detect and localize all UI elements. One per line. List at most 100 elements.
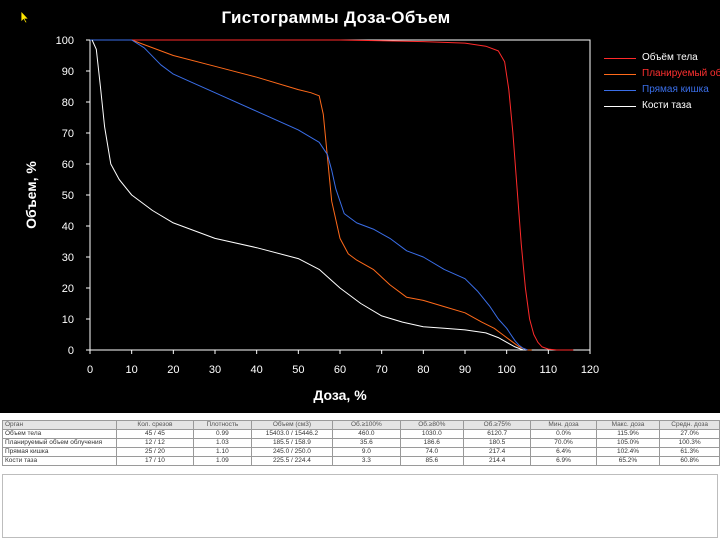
table-cell: 70.0% [530,438,597,448]
y-tick-label: 90 [62,66,74,78]
chart-legend: Объём тела Планируемый объем облучения П… [598,50,720,122]
y-tick-label: 30 [62,252,74,264]
table-row[interactable]: Планируемый объем облучения 12 / 12 1.03… [2,438,720,448]
x-tick-label: 120 [581,364,599,376]
table-cell: 65.2% [595,456,661,466]
series-line-rectum [90,39,528,351]
dvh-chart: 0 10 20 30 40 50 60 70 80 90 100 0 10 20 30 40 50 60 70 80… [23,35,599,403]
x-axis-label: Доза, % [313,387,367,403]
legend-label-body-volume: Объём тела [642,52,698,63]
table-cell: 35.6 [332,438,401,448]
series-layer [90,39,574,351]
table-cell: 12 / 12 [115,438,195,448]
plot-area [89,39,591,351]
x-tick-label: 90 [459,364,471,376]
table-cell: 6.4% [530,447,597,457]
x-tick-label: 0 [87,364,93,376]
table-cell: 115.9% [595,429,661,439]
table-row[interactable]: Прямая кишка 25 / 20 1.10 245.0 / 250.0 … [2,447,720,457]
table-cell: 214.4 [462,456,532,466]
table-cell: 0.0% [530,429,597,439]
table-cell: 186.6 [399,438,464,448]
table-cell: 0.99 [193,429,252,439]
arrow-cursor-icon [20,9,30,29]
table-cell: 15403.0 / 15446.2 [250,429,334,439]
y-tick-label: 60 [62,159,74,171]
y-tick-label: 100 [56,35,74,47]
table-cell: 217.4 [462,447,532,457]
table-cell: 61.3% [659,447,720,457]
table-cell: 185.5 / 158.9 [250,438,334,448]
table-row[interactable]: Кости таза 17 / 10 1.09 225.5 / 224.4 3.… [2,456,720,466]
table-cell: 180.5 [462,438,532,448]
page-title: Гистограммы Доза-Объем [221,8,451,27]
legend-item-pelvic-bones: Кости таза [598,98,720,114]
series-line-ptv [90,39,532,351]
table-cell: 102.4% [595,447,661,457]
column-header[interactable]: Об.≥75% [462,420,532,430]
x-tick-label: 70 [376,364,388,376]
table-row[interactable]: Объем тела 45 / 45 0.99 15403.0 / 15446.… [2,429,720,439]
column-header[interactable]: Об.≥80% [399,420,464,430]
table-cell: 74.0 [399,447,464,457]
column-header[interactable]: Об.≥100% [332,420,401,430]
x-tick-label: 50 [292,364,304,376]
column-header[interactable]: Мин. доза [530,420,597,430]
x-tick-label: 40 [251,364,263,376]
table-cell: 1.10 [193,447,252,457]
legend-item-body-volume: Объём тела [598,50,720,66]
x-tick-label: 60 [334,364,346,376]
table-cell: 9.0 [332,447,401,457]
legend-swatch-body-volume [604,57,636,59]
table-cell: Прямая кишка [2,447,117,457]
y-tick-label: 40 [62,221,74,233]
legend-item-ptv: Планируемый объем облучения [598,66,720,82]
table-cell: 1030.0 [399,429,464,439]
column-header[interactable]: Кол. срезов [115,420,195,430]
legend-label-pelvic-bones: Кости таза [642,100,692,111]
legend-label-ptv: Планируемый объем облучения [642,68,720,79]
table-cell: 6120.7 [462,429,532,439]
table-header-row: Орган Кол. срезов Плотность Объем (см3) … [2,420,720,430]
column-header[interactable]: Макс. доза [595,420,661,430]
y-tick-label: 50 [62,190,74,202]
x-tick-label: 110 [540,364,558,376]
y-tick-label: 10 [62,314,74,326]
legend-item-rectum: Прямая кишка [598,82,720,98]
table-cell: 45 / 45 [115,429,195,439]
y-tick-label: 0 [68,345,74,357]
table-cell: 60.8% [659,456,720,466]
legend-swatch-ptv [604,73,636,75]
table-cell: 100.3% [659,438,720,448]
x-tick-label: 20 [167,364,179,376]
legend-swatch-rectum [604,89,636,91]
column-header[interactable]: Средн. доза [659,420,720,430]
x-tick-label: 30 [209,364,221,376]
dose-statistics-panel: Орган Кол. срезов Плотность Объем (см3) … [0,413,720,540]
series-line-body-volume [94,39,574,351]
legend-label-rectum: Прямая кишка [642,84,709,95]
dose-statistics-table: Орган Кол. срезов Плотность Объем (см3) … [2,420,720,466]
y-tick-label: 80 [62,97,74,109]
column-header[interactable]: Объем (см3) [250,420,334,430]
table-cell: 6.9% [530,456,597,466]
table-empty-area [2,474,718,538]
column-header[interactable]: Орган [2,420,117,430]
table-cell: 1.09 [193,456,252,466]
table-cell: 1.03 [193,438,252,448]
table-cell: 27.0% [659,429,720,439]
table-cell: 25 / 20 [115,447,195,457]
table-cell: 245.0 / 250.0 [250,447,334,457]
table-cell: 3.3 [332,456,401,466]
x-tick-label: 100 [497,364,515,376]
table-cell: 17 / 10 [115,456,195,466]
y-axis-ticks: 0 10 20 30 40 50 60 70 80 90 100 [56,35,90,357]
y-tick-label: 20 [62,283,74,295]
table-cell: 460.0 [332,429,401,439]
table-cell: 225.5 / 224.4 [250,456,334,466]
series-line-pelvic-bones [91,39,524,351]
y-tick-label: 70 [62,128,74,140]
table-cell: Кости таза [2,456,117,466]
column-header[interactable]: Плотность [193,420,252,430]
table-cell: Планируемый объем облучения [2,438,117,448]
